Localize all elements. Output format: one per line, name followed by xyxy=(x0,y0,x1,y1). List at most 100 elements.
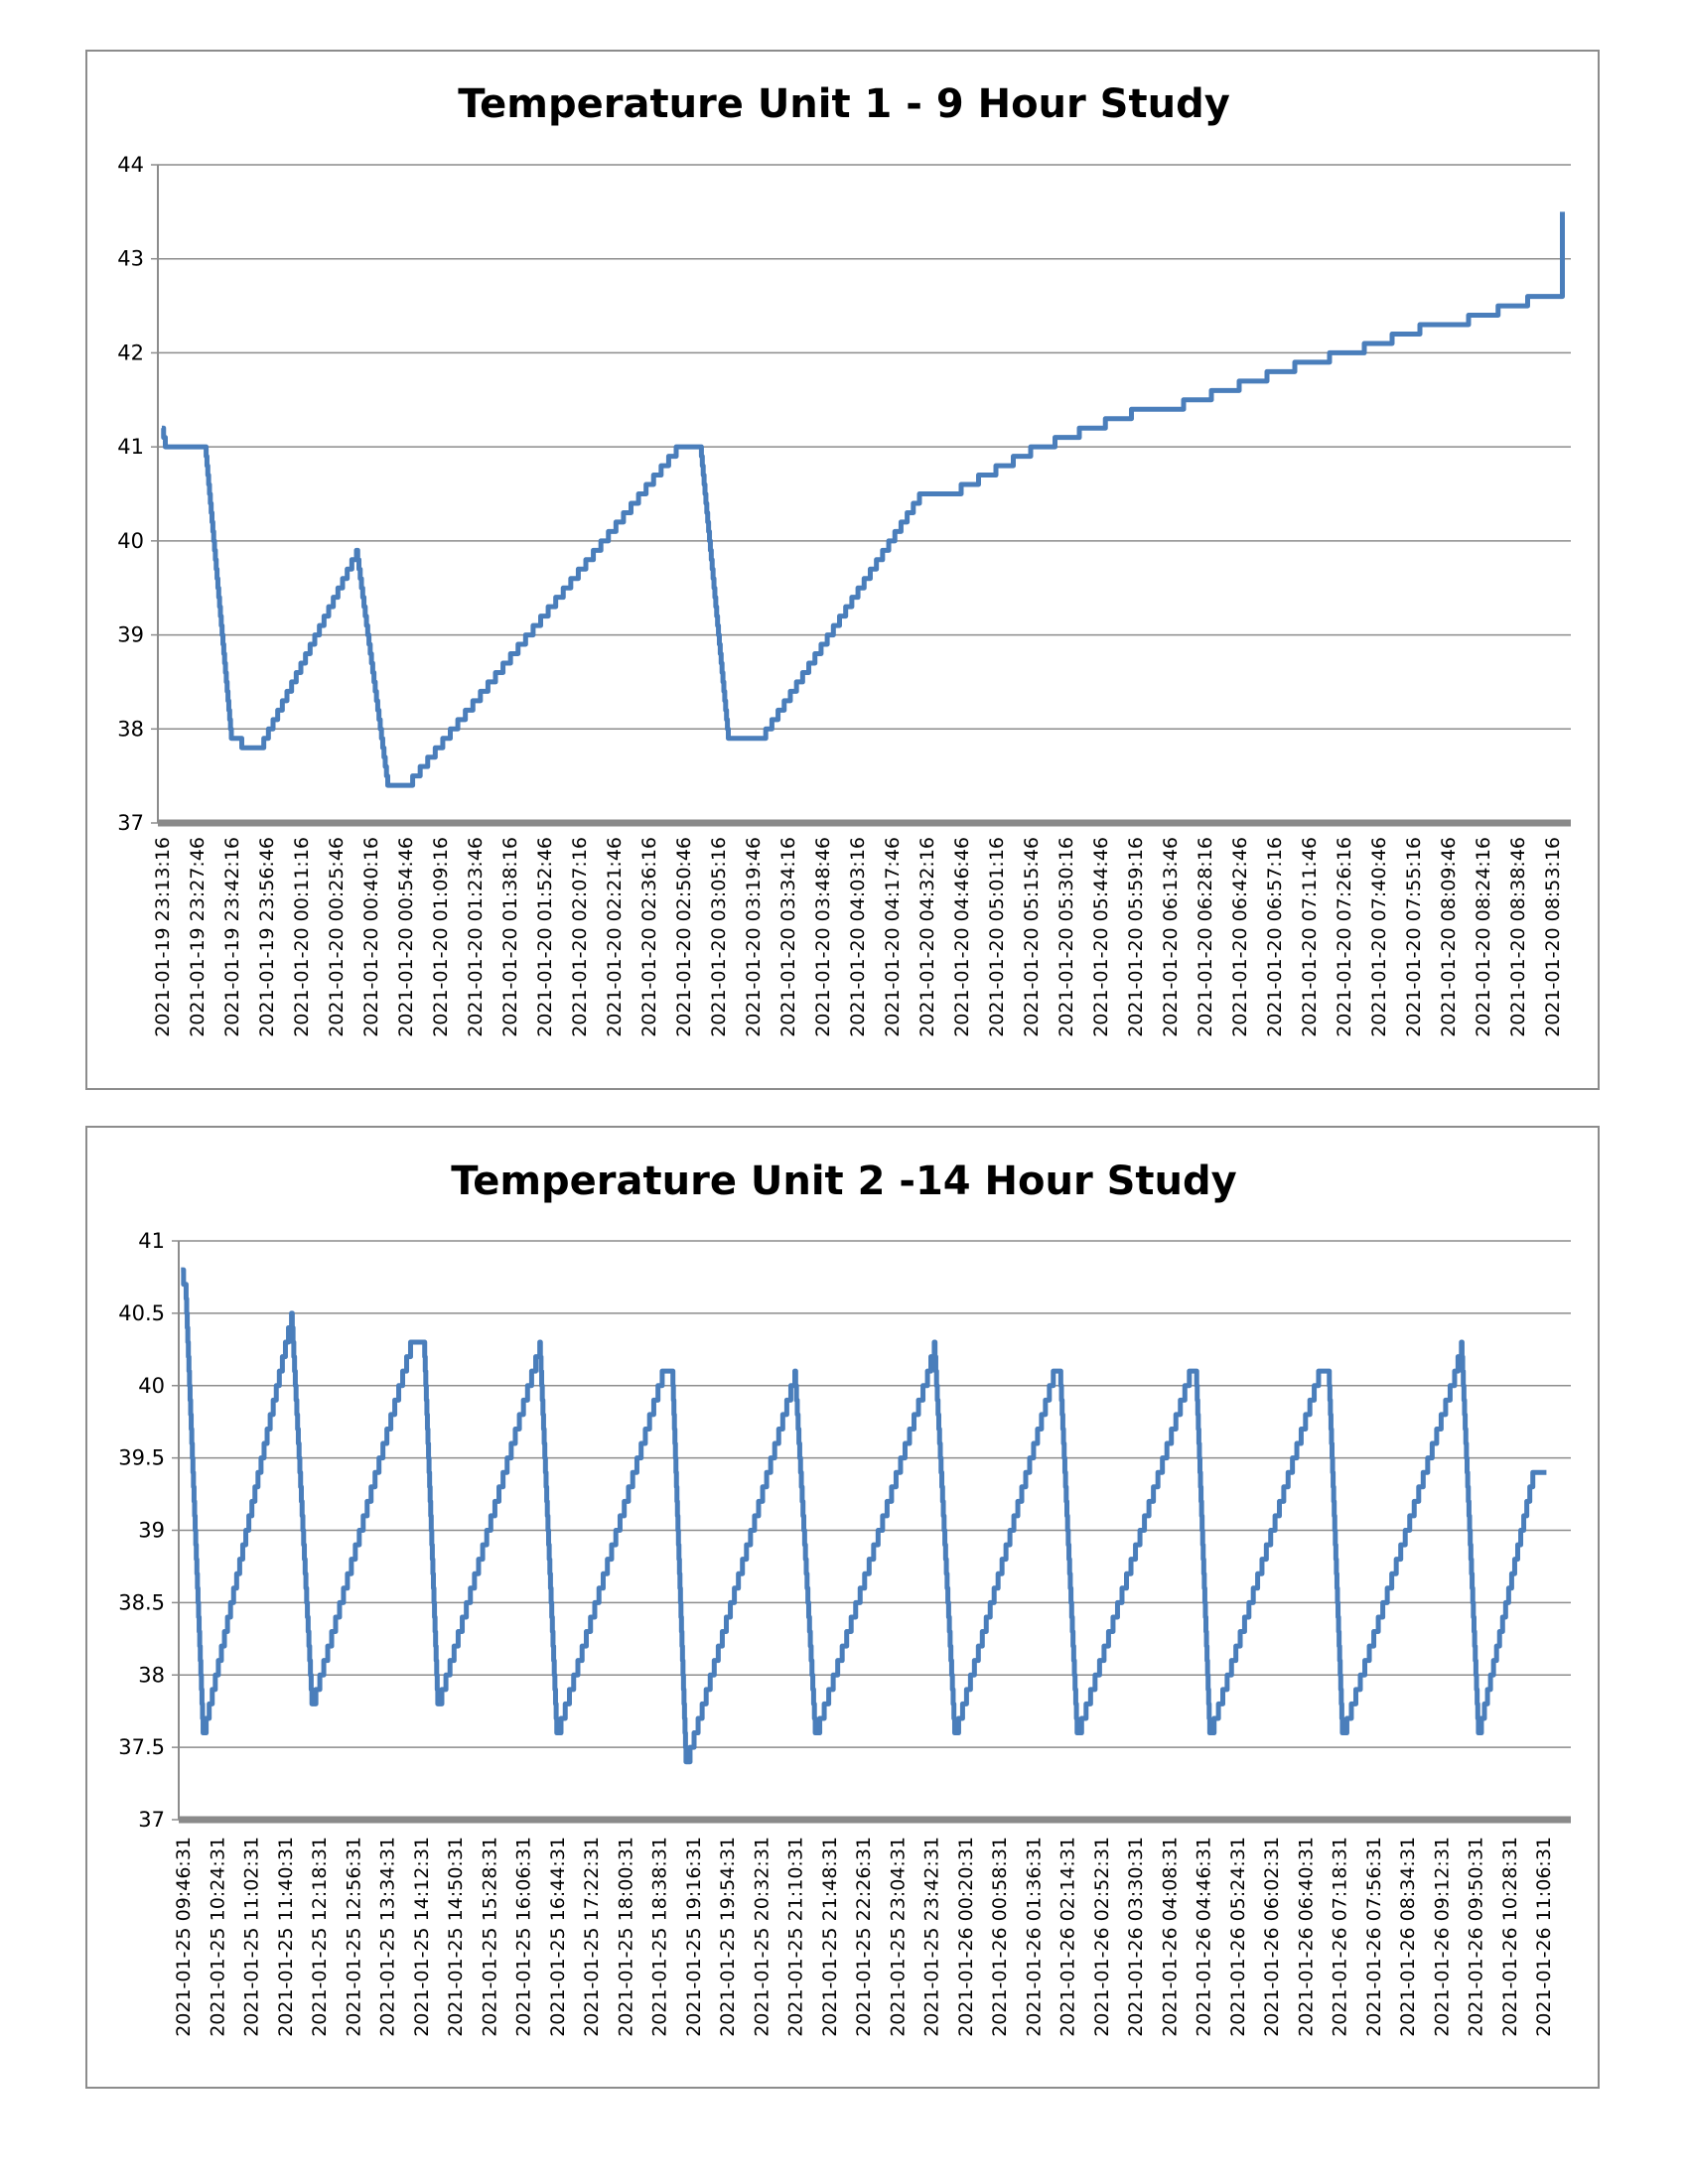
x-tick-label: 2021-01-20 01:09:16 xyxy=(430,837,452,1037)
chart-border xyxy=(85,50,1600,1090)
y-tick-label: 39.5 xyxy=(118,1446,165,1470)
x-tick-label: 2021-01-25 20:32:31 xyxy=(751,1837,773,2037)
x-tick-label: 2021-01-20 05:59:16 xyxy=(1125,837,1147,1037)
temperature-line xyxy=(161,211,1565,788)
x-tick-label: 2021-01-20 08:24:16 xyxy=(1473,837,1494,1037)
x-tick-label: 2021-01-19 23:27:46 xyxy=(187,837,209,1037)
x-tick-label: 2021-01-20 06:57:16 xyxy=(1264,837,1286,1037)
x-tick-label: 2021-01-20 05:44:46 xyxy=(1090,837,1112,1037)
x-tick-label: 2021-01-25 17:22:31 xyxy=(581,1837,603,2037)
y-tick-label: 44 xyxy=(117,153,144,177)
x-tick-label: 2021-01-20 03:48:46 xyxy=(812,837,834,1037)
x-tick-label: 2021-01-20 07:26:16 xyxy=(1334,837,1355,1037)
y-tick-label: 40 xyxy=(138,1374,165,1398)
x-tick-label: 2021-01-26 11:06:31 xyxy=(1533,1837,1555,2037)
x-tick-label: 2021-01-25 16:44:31 xyxy=(547,1837,569,2037)
x-tick-label: 2021-01-20 02:07:16 xyxy=(569,837,591,1037)
x-tick-label: 2021-01-20 01:23:46 xyxy=(465,837,487,1037)
x-tick-label: 2021-01-20 06:13:46 xyxy=(1160,837,1182,1037)
x-tick-label: 2021-01-19 23:13:16 xyxy=(152,837,174,1037)
x-tick-label: 2021-01-25 16:06:31 xyxy=(513,1837,535,2037)
chart-title: Temperature Unit 2 -14 Hour Study xyxy=(451,1159,1237,1204)
y-tick-label: 42 xyxy=(117,341,144,364)
x-tick-label: 2021-01-26 09:50:31 xyxy=(1466,1837,1487,2037)
x-tick-label: 2021-01-20 00:40:16 xyxy=(360,837,382,1037)
y-tick-label: 40.5 xyxy=(118,1301,165,1325)
temperature-line xyxy=(181,1267,1547,1765)
x-tick-label: 2021-01-25 11:02:31 xyxy=(241,1837,263,2037)
x-tick-label: 2021-01-25 19:54:31 xyxy=(717,1837,739,2037)
x-tick-label: 2021-01-20 04:03:16 xyxy=(847,837,869,1037)
x-tick-label: 2021-01-20 05:15:46 xyxy=(1021,837,1043,1037)
x-tick-label: 2021-01-26 00:20:31 xyxy=(955,1837,977,2037)
x-tick-label: 2021-01-26 00:58:31 xyxy=(989,1837,1011,2037)
chart-title: Temperature Unit 1 - 9 Hour Study xyxy=(458,81,1230,127)
y-tick-label: 38 xyxy=(138,1663,165,1687)
x-tick-label: 2021-01-25 11:40:31 xyxy=(275,1837,297,2037)
x-tick-label: 2021-01-20 06:28:16 xyxy=(1195,837,1216,1037)
x-tick-label: 2021-01-20 03:05:16 xyxy=(708,837,730,1037)
x-tick-label: 2021-01-25 14:50:31 xyxy=(445,1837,467,2037)
y-tick-label: 41 xyxy=(138,1229,165,1253)
y-tick-label: 37 xyxy=(138,1808,165,1832)
x-tick-label: 2021-01-26 02:52:31 xyxy=(1091,1837,1113,2037)
x-tick-label: 2021-01-25 19:16:31 xyxy=(683,1837,705,2037)
x-tick-label: 2021-01-26 03:30:31 xyxy=(1125,1837,1147,2037)
x-tick-label: 2021-01-25 18:38:31 xyxy=(649,1837,671,2037)
x-tick-label: 2021-01-20 01:38:16 xyxy=(499,837,521,1037)
x-tick-label: 2021-01-26 05:24:31 xyxy=(1227,1837,1249,2037)
y-tick-label: 41 xyxy=(117,435,144,459)
x-tick-label: 2021-01-26 07:18:31 xyxy=(1330,1837,1351,2037)
x-tick-label: 2021-01-26 10:28:31 xyxy=(1499,1837,1521,2037)
x-tick-label: 2021-01-26 09:12:31 xyxy=(1431,1837,1453,2037)
x-tick-label: 2021-01-25 21:48:31 xyxy=(819,1837,841,2037)
x-tick-label: 2021-01-26 01:36:31 xyxy=(1023,1837,1045,2037)
y-tick-label: 38 xyxy=(117,717,144,741)
x-tick-label: 2021-01-20 05:30:16 xyxy=(1055,837,1077,1037)
x-tick-label: 2021-01-20 06:42:46 xyxy=(1229,837,1251,1037)
y-tick-label: 39 xyxy=(117,623,144,647)
x-tick-label: 2021-01-26 06:40:31 xyxy=(1295,1837,1317,2037)
y-tick-label: 40 xyxy=(117,529,144,553)
y-tick-label: 39 xyxy=(138,1519,165,1543)
x-tick-label: 2021-01-26 08:34:31 xyxy=(1397,1837,1419,2037)
x-tick-label: 2021-01-20 01:52:46 xyxy=(534,837,556,1037)
x-tick-label: 2021-01-20 07:11:46 xyxy=(1299,837,1321,1037)
x-tick-label: 2021-01-20 07:40:46 xyxy=(1368,837,1390,1037)
x-tick-label: 2021-01-20 03:34:16 xyxy=(777,837,799,1037)
x-tick-label: 2021-01-19 23:56:46 xyxy=(256,837,278,1037)
x-tick-label: 2021-01-26 07:56:31 xyxy=(1363,1837,1385,2037)
x-tick-label: 2021-01-25 14:12:31 xyxy=(411,1837,433,2037)
x-tick-label: 2021-01-20 05:01:16 xyxy=(986,837,1008,1037)
x-tick-label: 2021-01-20 03:19:46 xyxy=(743,837,765,1037)
y-tick-label: 38.5 xyxy=(118,1590,165,1614)
x-tick-label: 2021-01-25 12:56:31 xyxy=(343,1837,364,2037)
x-tick-label: 2021-01-26 02:14:31 xyxy=(1057,1837,1079,2037)
x-tick-label: 2021-01-25 09:46:31 xyxy=(173,1837,195,2037)
x-tick-label: 2021-01-20 08:53:16 xyxy=(1542,837,1564,1037)
x-tick-label: 2021-01-20 04:32:16 xyxy=(916,837,938,1037)
x-tick-label: 2021-01-20 02:36:16 xyxy=(638,837,660,1037)
x-tick-label: 2021-01-25 15:28:31 xyxy=(479,1837,500,2037)
x-tick-label: 2021-01-20 08:09:46 xyxy=(1438,837,1460,1037)
x-tick-label: 2021-01-20 04:46:46 xyxy=(951,837,973,1037)
x-tick-label: 2021-01-20 00:11:16 xyxy=(291,837,313,1037)
x-tick-label: 2021-01-26 04:46:31 xyxy=(1194,1837,1215,2037)
x-tick-label: 2021-01-25 12:18:31 xyxy=(309,1837,331,2037)
y-tick-label: 37 xyxy=(117,811,144,835)
x-tick-label: 2021-01-20 02:21:46 xyxy=(604,837,626,1037)
x-tick-label: 2021-01-19 23:42:16 xyxy=(221,837,243,1037)
y-tick-label: 43 xyxy=(117,247,144,271)
x-tick-label: 2021-01-26 06:02:31 xyxy=(1261,1837,1283,2037)
x-tick-label: 2021-01-20 04:17:46 xyxy=(882,837,904,1037)
x-tick-label: 2021-01-20 08:38:46 xyxy=(1507,837,1529,1037)
x-tick-label: 2021-01-25 23:04:31 xyxy=(887,1837,909,2037)
x-tick-label: 2021-01-26 04:08:31 xyxy=(1159,1837,1181,2037)
chart-unit-2: Temperature Unit 2 -14 Hour Study 37 37.5… xyxy=(85,1126,1600,2089)
x-tick-label: 2021-01-20 07:55:16 xyxy=(1403,837,1425,1037)
x-tick-label: 2021-01-25 13:34:31 xyxy=(377,1837,399,2037)
x-tick-label: 2021-01-25 21:10:31 xyxy=(785,1837,807,2037)
x-tick-label: 2021-01-20 02:50:46 xyxy=(673,837,695,1037)
chart-unit-1: Temperature Unit 1 - 9 Hour Study 37 38 39… xyxy=(85,50,1600,1090)
